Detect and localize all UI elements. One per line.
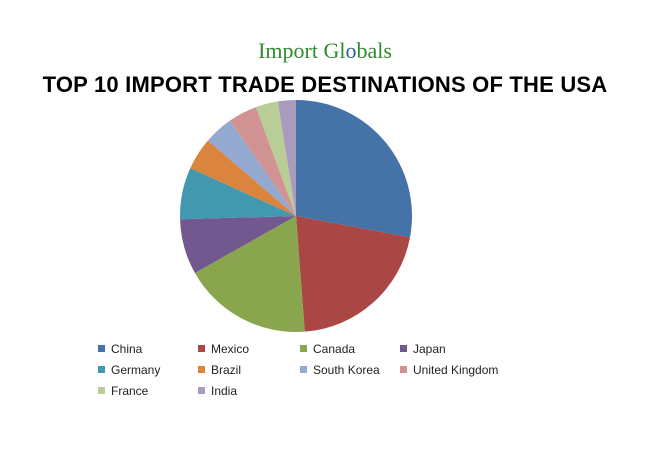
legend-swatch [198,366,205,373]
pie-slice-united-kingdom [230,107,296,216]
legend-swatch [400,366,407,373]
legend-item: Germany [98,363,160,377]
legend-label: Brazil [211,363,242,377]
globe-icon: o [345,38,357,63]
legend-item: United Kingdom [400,363,498,377]
legend-swatch [300,366,307,373]
legend-item: China [98,342,142,356]
import-globals-logo: Import Globals [258,38,392,63]
legend-label: China [111,342,143,356]
legend-label: Mexico [211,342,250,356]
legend-item: France [98,384,148,398]
legend-swatch [98,366,105,373]
legend-label: Canada [313,342,356,356]
legend-swatch [198,387,205,394]
legend-swatch [400,345,407,352]
legend-label: United Kingdom [413,363,499,377]
legend-item: Canada [300,342,355,356]
pie-slice-canada [194,216,305,332]
pie-slice-japan [180,216,296,273]
pie-slice-france [255,101,296,216]
legend-label: South Korea [313,363,380,377]
pie-slice-germany [180,168,296,220]
legend-item: Mexico [198,342,249,356]
legend-swatch [300,345,307,352]
legend-item: Brazil [198,363,241,377]
chart-title: TOP 10 IMPORT TRADE DESTINATIONS OF THE … [42,72,608,97]
legend-label: Germany [111,363,161,377]
legend-item: India [198,384,237,398]
pie-slice-india [277,100,296,216]
legend-swatch [98,387,105,394]
pie-slice-brazil [190,140,296,216]
legend-item: South Korea [300,363,380,377]
legend-label: France [111,384,149,398]
legend-swatch [98,345,105,352]
legend-item: Japan [400,342,446,356]
pie-slice-china [296,100,413,238]
legend-swatch [198,345,205,352]
pie-slice-south-korea [207,120,296,216]
pie-slice-mexico [296,216,411,332]
legend-label: Japan [413,342,446,356]
legend-label: India [211,384,238,398]
